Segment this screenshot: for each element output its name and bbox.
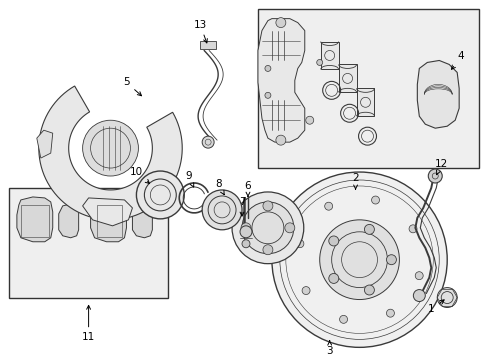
Text: 3: 3 [325, 341, 332, 356]
Text: 11: 11 [82, 305, 95, 342]
Circle shape [240, 226, 251, 238]
Text: 2: 2 [351, 173, 358, 189]
Text: 10: 10 [130, 167, 149, 184]
Text: 12: 12 [434, 159, 447, 175]
Circle shape [241, 223, 250, 233]
Polygon shape [17, 197, 53, 242]
Circle shape [364, 224, 374, 234]
Circle shape [414, 272, 422, 280]
Circle shape [436, 288, 456, 307]
Circle shape [82, 120, 138, 176]
Polygon shape [39, 86, 182, 220]
Bar [9, 188, 168, 298]
Circle shape [319, 220, 399, 300]
Bar [96, 205, 122, 237]
Polygon shape [416, 60, 458, 128]
Text: 4: 4 [450, 51, 464, 69]
Circle shape [339, 315, 347, 323]
Bar [21, 205, 49, 237]
Circle shape [295, 240, 303, 248]
Circle shape [264, 92, 270, 98]
Circle shape [324, 202, 332, 210]
Circle shape [386, 255, 396, 265]
Bar [356, 88, 374, 116]
Circle shape [271, 172, 447, 347]
Circle shape [263, 245, 272, 255]
Text: 5: 5 [123, 77, 141, 96]
Circle shape [328, 274, 338, 283]
Circle shape [242, 240, 249, 248]
Circle shape [316, 59, 322, 66]
Circle shape [412, 289, 425, 302]
Circle shape [202, 190, 242, 230]
Circle shape [328, 236, 338, 246]
Bar [338, 64, 356, 92]
Polygon shape [59, 204, 79, 238]
Polygon shape [132, 204, 152, 238]
Circle shape [263, 201, 272, 211]
Polygon shape [258, 19, 304, 142]
Circle shape [305, 116, 313, 124]
Circle shape [202, 136, 214, 148]
Text: 9: 9 [184, 171, 193, 187]
Circle shape [302, 287, 309, 294]
Circle shape [232, 192, 303, 264]
Polygon shape [37, 130, 53, 158]
Circle shape [364, 285, 374, 295]
Text: 13: 13 [193, 19, 207, 43]
Circle shape [275, 18, 285, 28]
Circle shape [242, 202, 293, 254]
Circle shape [275, 135, 285, 145]
Text: 8: 8 [214, 179, 224, 195]
Circle shape [136, 171, 184, 219]
Circle shape [285, 223, 294, 233]
Bar [258, 9, 478, 168]
Polygon shape [90, 197, 126, 242]
Circle shape [427, 169, 441, 183]
Text: 1: 1 [427, 300, 443, 315]
Bar [320, 41, 338, 69]
Polygon shape [82, 198, 132, 226]
Text: 7: 7 [238, 197, 245, 216]
Bar [200, 41, 216, 49]
Circle shape [264, 66, 270, 71]
Circle shape [386, 309, 394, 317]
Text: 6: 6 [244, 181, 251, 197]
Circle shape [408, 225, 416, 233]
Circle shape [371, 196, 379, 204]
